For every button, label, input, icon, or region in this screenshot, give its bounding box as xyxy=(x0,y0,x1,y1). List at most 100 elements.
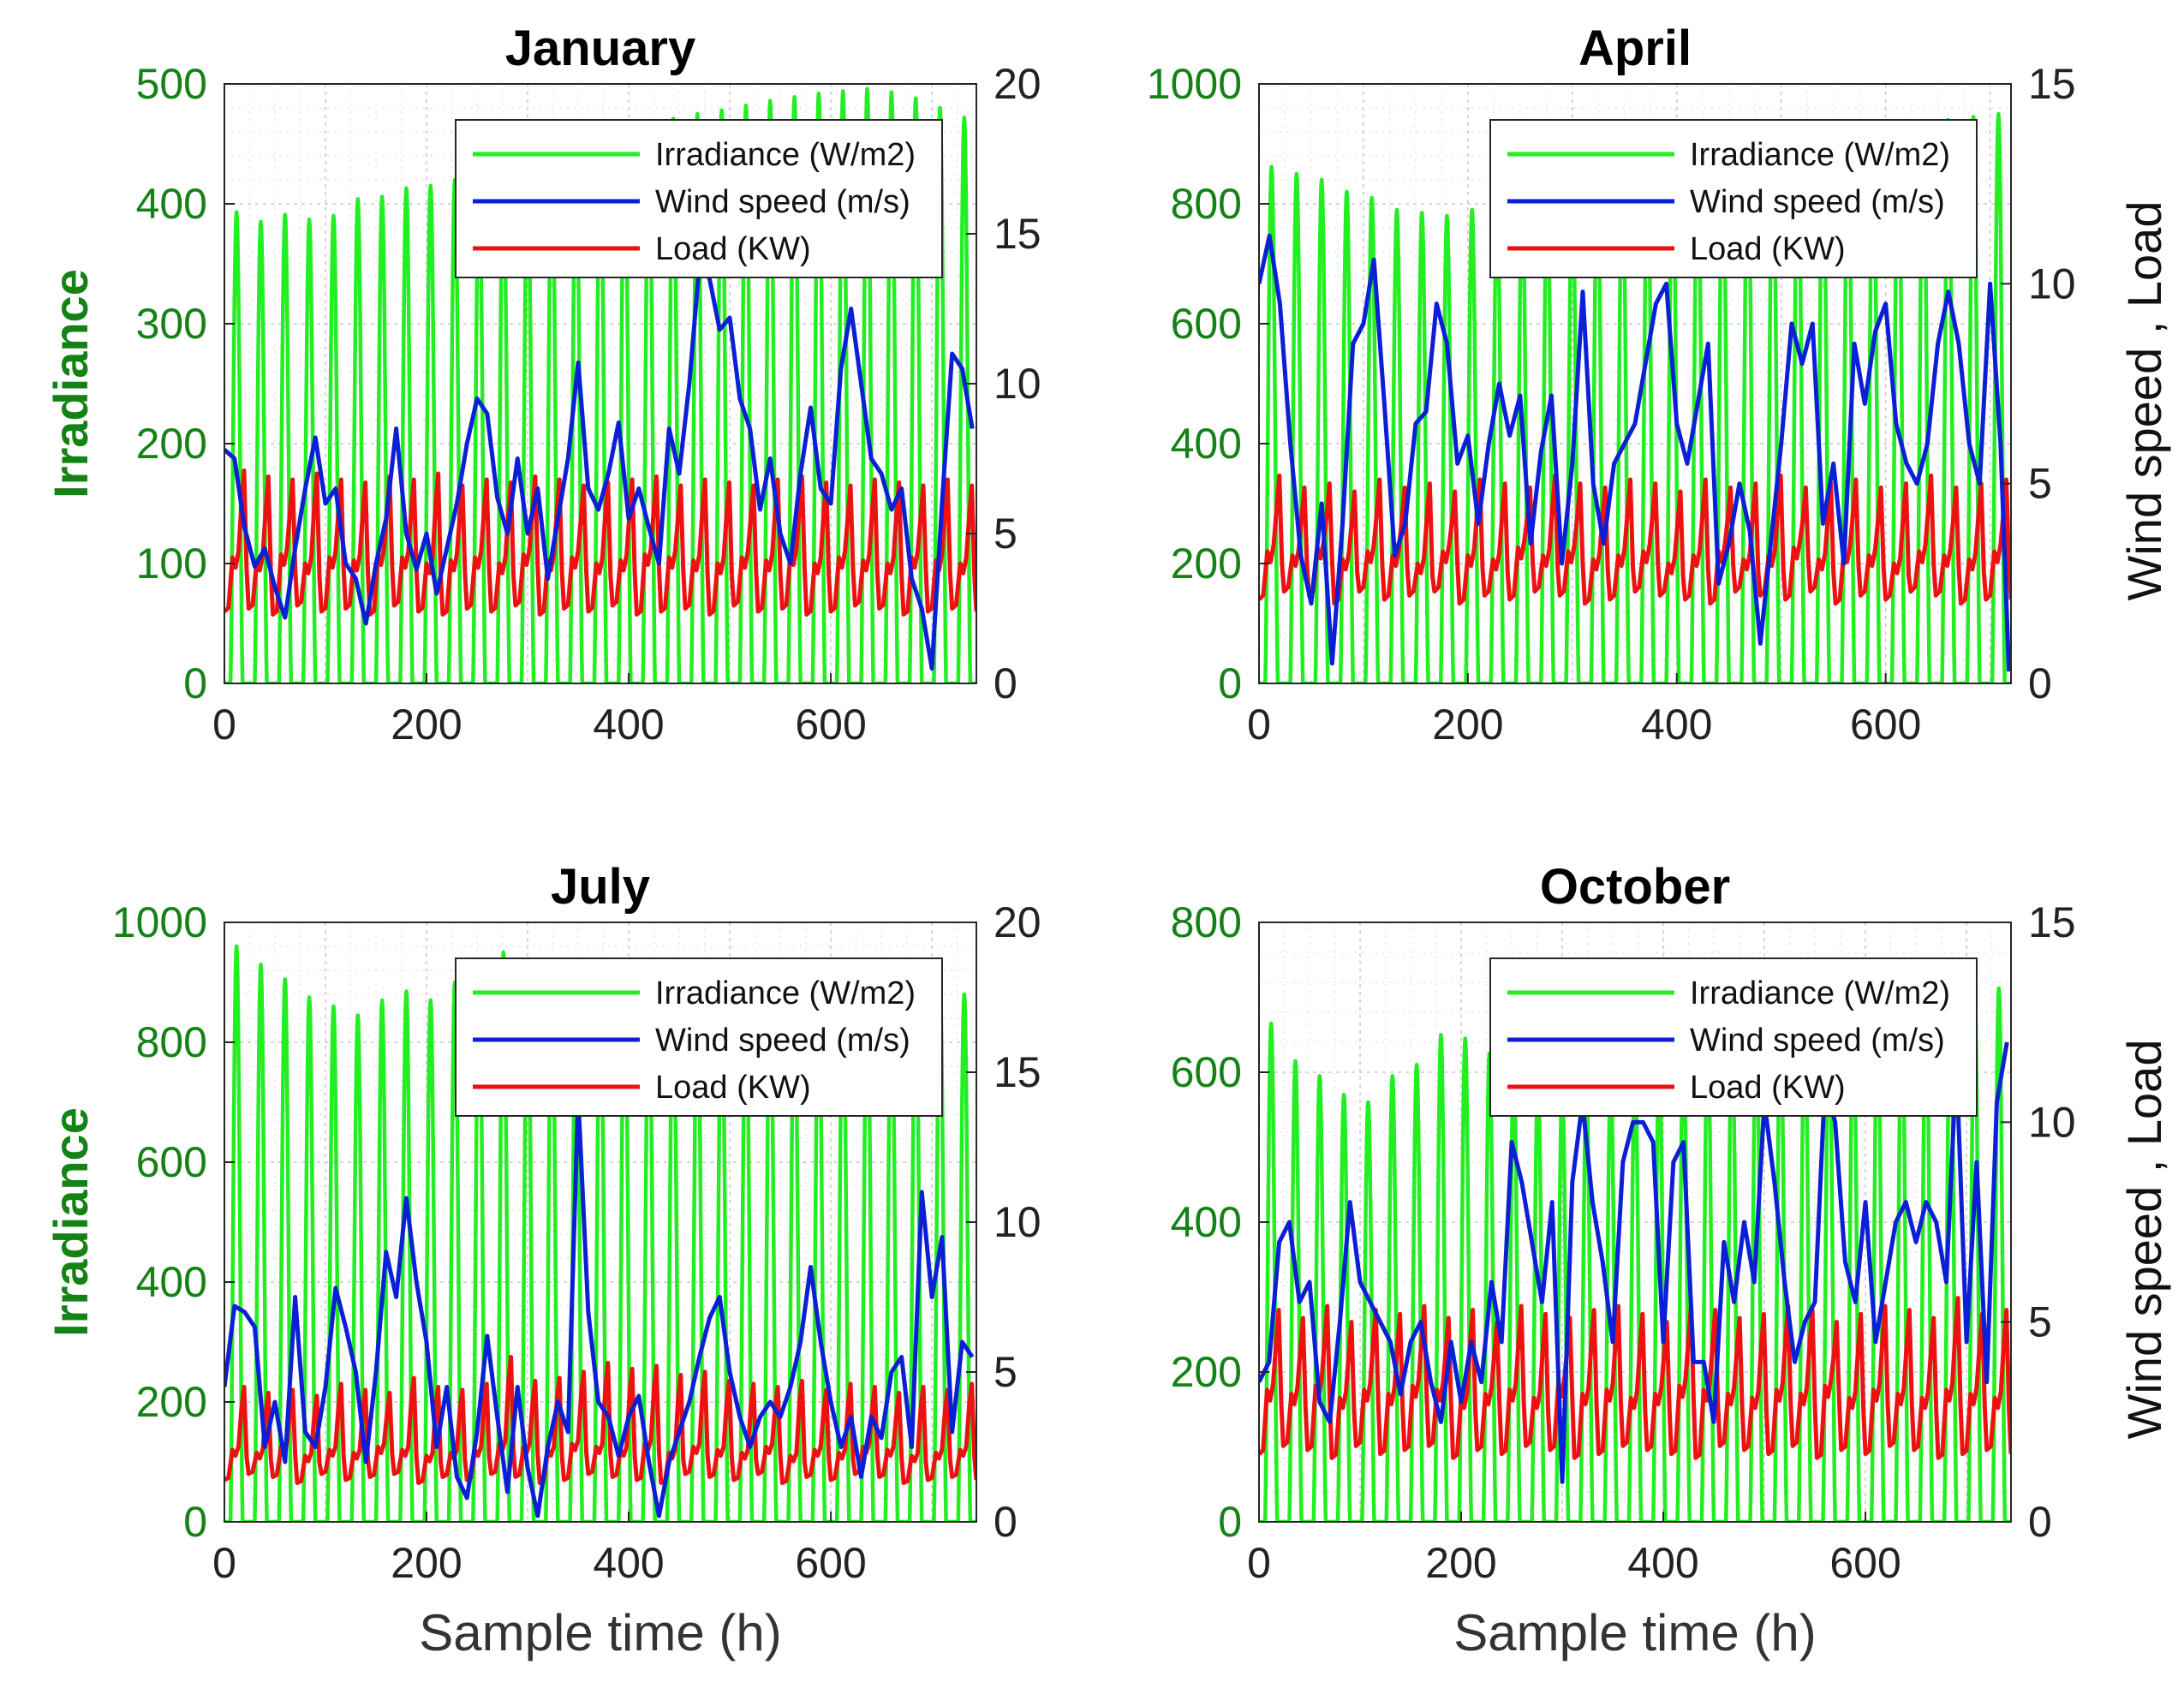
y-left-tick-label: 400 xyxy=(136,180,207,228)
panel-title: April xyxy=(1578,21,1692,76)
legend-entry-wind-speed-label: Wind speed (m/s) xyxy=(1690,184,1945,220)
y-left-tick-label: 200 xyxy=(136,420,207,468)
y-left-tick-label: 600 xyxy=(1171,1048,1242,1096)
x-tick-label: 0 xyxy=(212,701,236,749)
panel-july: 0 200 400 600 0 200 400 600 800 1000 0 5 10 15 20 July I… xyxy=(44,859,1041,1661)
series-load xyxy=(1259,473,2011,606)
x-tick-label: 600 xyxy=(795,701,866,749)
panel-title: October xyxy=(1540,859,1730,915)
legend-entry-irradiance-label: Irradiance (W/m2) xyxy=(655,975,916,1011)
x-tick-label: 0 xyxy=(1247,701,1271,749)
legend-box xyxy=(455,957,943,1117)
y-left-tick-label: 400 xyxy=(136,1258,207,1306)
y-right-tick-label: 0 xyxy=(994,659,1017,707)
y-left-tick-label: 800 xyxy=(1171,898,1242,946)
y-left-tick-label: 200 xyxy=(1171,1348,1242,1396)
legend-entry-wind-speed-label: Wind speed (m/s) xyxy=(655,184,910,220)
series-wind-speed xyxy=(1259,233,2011,672)
series-wind-speed xyxy=(1259,1041,2009,1484)
y-left-tick-label: 200 xyxy=(136,1378,207,1426)
y-axis-label-left: Irradiance xyxy=(44,1107,98,1337)
y-axis-label-right: Wind speed , Load xyxy=(2117,1040,2171,1440)
x-tick-label: 0 xyxy=(1247,1539,1271,1587)
series-wind-speed xyxy=(224,1094,975,1518)
y-left-tick-label: 600 xyxy=(136,1138,207,1186)
y-right-tick-label: 10 xyxy=(2028,259,2076,307)
y-left-tick-label: 500 xyxy=(136,60,207,108)
panel-april: 0 200 400 600 0 200 400 600 800 1000 0 5 10 15 April Wi… xyxy=(1147,21,2171,749)
series-load xyxy=(1259,1296,2011,1460)
y-left-tick-label: 0 xyxy=(1218,659,1242,707)
legend-entry-wind-speed-label: Wind speed (m/s) xyxy=(1690,1023,1945,1059)
y-left-tick-label: 1000 xyxy=(1147,60,1242,108)
legend-entry-wind-speed-label: Wind speed (m/s) xyxy=(655,1023,910,1059)
x-tick-label: 400 xyxy=(593,1539,664,1587)
legend-box xyxy=(1489,957,1978,1117)
y-right-tick-label: 0 xyxy=(994,1498,1017,1546)
y-axis-label-left: Irradiance xyxy=(44,269,98,498)
y-right-tick-label: 5 xyxy=(2028,460,2052,508)
y-right-tick-label: 0 xyxy=(2028,659,2052,707)
panel-title: January xyxy=(505,21,695,76)
x-tick-label: 400 xyxy=(593,701,664,749)
series-wind-speed xyxy=(224,261,975,671)
x-tick-label: 600 xyxy=(1829,1539,1901,1587)
x-tick-label: 600 xyxy=(795,1539,866,1587)
series-load xyxy=(224,468,976,617)
x-axis-label: Sample time (h) xyxy=(419,1604,781,1661)
x-tick-label: 200 xyxy=(1432,701,1503,749)
legend: Irradiance (W/m2) Wind speed (m/s) Load (K… xyxy=(1489,119,1978,278)
y-right-tick-label: 10 xyxy=(994,360,1041,408)
y-left-tick-label: 0 xyxy=(183,659,207,707)
legend-entry-irradiance-label: Irradiance (W/m2) xyxy=(655,137,916,173)
x-tick-label: 0 xyxy=(212,1539,236,1587)
y-left-tick-label: 200 xyxy=(1171,540,1242,588)
y-right-tick-label: 20 xyxy=(994,898,1041,946)
legend-entry-load-label: Load (KW) xyxy=(1690,231,1846,267)
y-right-tick-label: 15 xyxy=(994,210,1041,258)
panel-title: July xyxy=(551,859,650,915)
y-right-tick-label: 15 xyxy=(2028,60,2076,108)
y-right-tick-label: 10 xyxy=(994,1198,1041,1246)
y-left-tick-label: 400 xyxy=(1171,420,1242,468)
panel-january: 0 200 400 600 0 100 200 300 400 500 0 5 10 15 20 Januar… xyxy=(44,21,1041,749)
y-axis-label-right: Wind speed , Load xyxy=(2117,201,2171,601)
legend: Irradiance (W/m2) Wind speed (m/s) Load (K… xyxy=(1489,957,1978,1117)
x-tick-label: 200 xyxy=(1425,1539,1496,1587)
y-left-tick-label: 600 xyxy=(1171,300,1242,348)
y-left-tick-label: 1000 xyxy=(112,898,207,946)
legend-box xyxy=(1489,119,1978,278)
y-left-tick-label: 800 xyxy=(136,1018,207,1066)
y-right-tick-label: 15 xyxy=(994,1048,1041,1096)
legend-entry-load-label: Load (KW) xyxy=(1690,1070,1846,1106)
legend-entry-load-label: Load (KW) xyxy=(655,1070,811,1106)
y-right-tick-label: 15 xyxy=(2028,898,2076,946)
legend-entry-irradiance-label: Irradiance (W/m2) xyxy=(1690,975,1950,1011)
y-left-tick-label: 400 xyxy=(1171,1198,1242,1246)
y-right-tick-label: 0 xyxy=(2028,1498,2052,1546)
y-right-tick-label: 5 xyxy=(2028,1298,2052,1346)
x-tick-label: 400 xyxy=(1627,1539,1698,1587)
y-left-tick-label: 300 xyxy=(136,300,207,348)
axes-box xyxy=(1258,83,2012,684)
y-right-tick-label: 5 xyxy=(994,510,1017,558)
y-left-tick-label: 0 xyxy=(1218,1498,1242,1546)
y-right-tick-label: 20 xyxy=(994,60,1041,108)
y-left-tick-label: 100 xyxy=(136,540,207,588)
x-axis-label: Sample time (h) xyxy=(1453,1604,1816,1661)
y-right-tick-label: 10 xyxy=(2028,1098,2076,1146)
x-tick-label: 200 xyxy=(391,1539,462,1587)
x-tick-label: 200 xyxy=(391,701,462,749)
x-tick-label: 400 xyxy=(1641,701,1712,749)
y-left-tick-label: 0 xyxy=(183,1498,207,1546)
legend: Irradiance (W/m2) Wind speed (m/s) Load (K… xyxy=(455,957,943,1117)
legend: Irradiance (W/m2) Wind speed (m/s) Load (K… xyxy=(455,119,943,278)
legend-entry-irradiance-label: Irradiance (W/m2) xyxy=(1690,137,1950,173)
panel-october: 0 200 400 600 0 200 400 600 800 0 5 10 15 October Wind… xyxy=(1171,859,2171,1661)
legend-entry-load-label: Load (KW) xyxy=(655,231,811,267)
y-left-tick-label: 800 xyxy=(1171,180,1242,228)
legend-box xyxy=(455,119,943,278)
x-tick-label: 600 xyxy=(1850,701,1921,749)
y-right-tick-label: 5 xyxy=(994,1348,1017,1396)
